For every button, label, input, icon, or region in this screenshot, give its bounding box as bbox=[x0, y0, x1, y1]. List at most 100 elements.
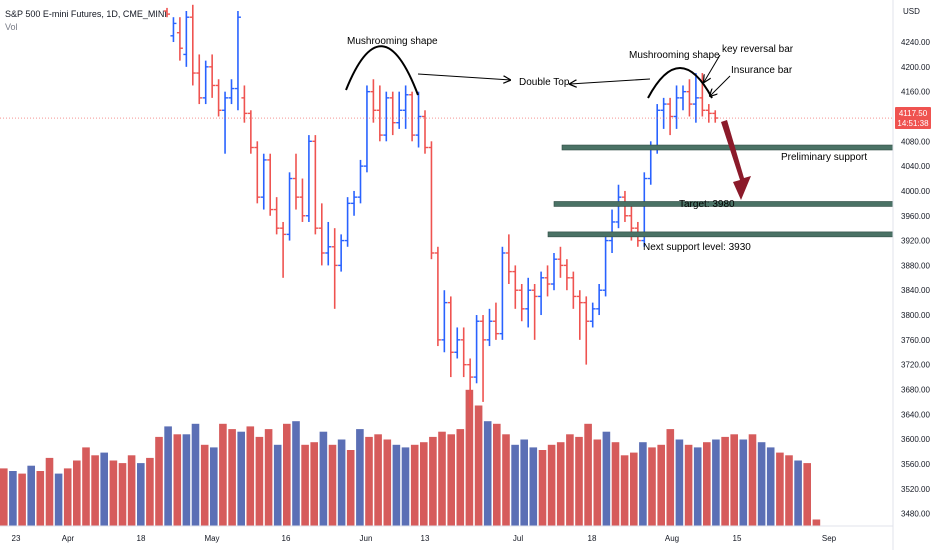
y-tick-label: 3880.00 bbox=[901, 261, 930, 270]
volume-bar bbox=[18, 473, 26, 526]
ohlc-bar bbox=[222, 91, 229, 154]
volume-bar bbox=[703, 442, 711, 526]
annotations[interactable]: Mushrooming shape Mushrooming shape Double… bbox=[345, 36, 867, 253]
ohlc-bar bbox=[183, 11, 190, 67]
label-mushroom-1[interactable]: Mushrooming shape bbox=[347, 36, 438, 47]
volume-bar bbox=[502, 434, 510, 526]
ohlc-bar bbox=[351, 190, 358, 216]
ohlc-bar bbox=[202, 60, 209, 105]
ohlc-bar bbox=[551, 252, 557, 291]
label-double-top[interactable]: Double Top bbox=[519, 77, 570, 88]
y-tick-label: 3560.00 bbox=[901, 460, 930, 469]
volume-bar bbox=[648, 447, 656, 526]
volume-bar bbox=[748, 434, 757, 526]
ohlc-bar bbox=[196, 54, 203, 105]
ohlc-bar bbox=[518, 284, 525, 322]
ohlc-bar bbox=[422, 110, 428, 154]
volume-bar bbox=[310, 442, 318, 526]
ohlc-bar bbox=[280, 221, 287, 278]
x-tick-label: 18 bbox=[588, 534, 597, 543]
label-next-support[interactable]: Next support level: 3930 bbox=[643, 242, 751, 253]
y-axis-ticks: 3480.00 3520.00 3560.00 3600.00 3640.00 3680.… bbox=[901, 38, 930, 519]
label-target[interactable]: Target: 3980 bbox=[679, 199, 735, 210]
arrow-insurance bbox=[710, 75, 731, 96]
label-preliminary-support[interactable]: Preliminary support bbox=[781, 152, 867, 163]
ohlc-bar bbox=[505, 234, 512, 285]
y-tick-label: 4040.00 bbox=[901, 162, 930, 171]
volume-bar bbox=[328, 444, 337, 526]
y-tick-label: 4160.00 bbox=[901, 88, 930, 97]
price-tag-countdown: 14:51:38 bbox=[897, 119, 929, 128]
volume-bar bbox=[191, 423, 200, 526]
volume-bar bbox=[529, 447, 538, 526]
x-tick-label: 15 bbox=[733, 534, 742, 543]
ohlc-bar bbox=[544, 265, 551, 297]
volume-bar bbox=[493, 423, 501, 526]
ohlc-bar bbox=[480, 315, 487, 402]
zone-next-support[interactable] bbox=[547, 231, 894, 238]
ohlc-bar bbox=[254, 141, 261, 204]
ohlc-bar bbox=[409, 91, 416, 142]
y-tick-label: 4000.00 bbox=[901, 187, 930, 196]
volume-bar bbox=[45, 457, 54, 526]
y-tick-label: 3680.00 bbox=[901, 385, 930, 394]
x-axis-ticks: 23 Apr 18 May 16 Jun 13 Jul 18 Aug 15 Sep bbox=[12, 534, 837, 543]
volume-bar bbox=[438, 431, 446, 526]
volume-bar bbox=[693, 447, 702, 526]
volume-bar bbox=[374, 434, 382, 526]
ohlc-bar bbox=[512, 265, 519, 309]
volume-bar bbox=[611, 442, 620, 526]
downward-arrow bbox=[721, 120, 751, 200]
volume-bar bbox=[155, 436, 163, 526]
ohlc-bar bbox=[454, 327, 461, 359]
volume-bar bbox=[556, 442, 565, 526]
ohlc-bar bbox=[570, 271, 577, 309]
volume-bar bbox=[228, 429, 236, 526]
ohlc-bar bbox=[673, 85, 680, 129]
volume-bar bbox=[91, 455, 99, 526]
label-insurance[interactable]: Insurance bar bbox=[731, 65, 793, 76]
volume-bar bbox=[766, 447, 775, 526]
volume-bar bbox=[319, 431, 328, 526]
y-tick-label: 3960.00 bbox=[901, 212, 930, 221]
ohlc-bar bbox=[686, 79, 693, 117]
volume-bar bbox=[264, 429, 273, 526]
ohlc-bar bbox=[318, 203, 325, 266]
x-tick-label: Jun bbox=[360, 534, 373, 543]
x-tick-label: 13 bbox=[421, 534, 430, 543]
ohlc-bar bbox=[164, 7, 170, 18]
volume-bar bbox=[337, 439, 346, 526]
volume-bar bbox=[219, 423, 227, 526]
volume-bar bbox=[812, 519, 821, 527]
label-key-reversal[interactable]: key reversal bar bbox=[722, 44, 794, 55]
volume-bar bbox=[273, 444, 282, 526]
ohlc-bar bbox=[428, 141, 435, 260]
volume-bar bbox=[465, 389, 474, 526]
ohlc-bar bbox=[447, 296, 454, 378]
volume-bar bbox=[757, 442, 766, 526]
ohlc-bar bbox=[538, 271, 545, 316]
x-tick-label: 18 bbox=[137, 534, 146, 543]
ohlc-bar bbox=[692, 73, 699, 123]
volume-bar bbox=[73, 460, 81, 526]
ohlc-bar bbox=[241, 85, 248, 123]
volume-bar bbox=[739, 439, 748, 526]
ohlc-bar bbox=[260, 153, 267, 210]
ohlc-bar bbox=[363, 85, 370, 173]
volume-bar bbox=[602, 431, 611, 526]
zone-preliminary-support[interactable] bbox=[561, 144, 894, 151]
volume-bar bbox=[301, 444, 309, 526]
ohlc-bar bbox=[389, 91, 396, 136]
volume-bar bbox=[474, 405, 483, 526]
x-tick-label: Apr bbox=[62, 534, 75, 543]
ohlc-bar bbox=[525, 277, 532, 328]
volume-bar bbox=[538, 450, 547, 526]
y-tick-label: 3800.00 bbox=[901, 311, 930, 320]
ohlc-bar bbox=[247, 110, 254, 154]
label-mushroom-2[interactable]: Mushrooming shape bbox=[629, 50, 720, 61]
volume-bar bbox=[164, 426, 172, 526]
y-tick-label: 3720.00 bbox=[901, 361, 930, 370]
ohlc-bar bbox=[705, 104, 712, 123]
volume-bar bbox=[146, 457, 154, 526]
